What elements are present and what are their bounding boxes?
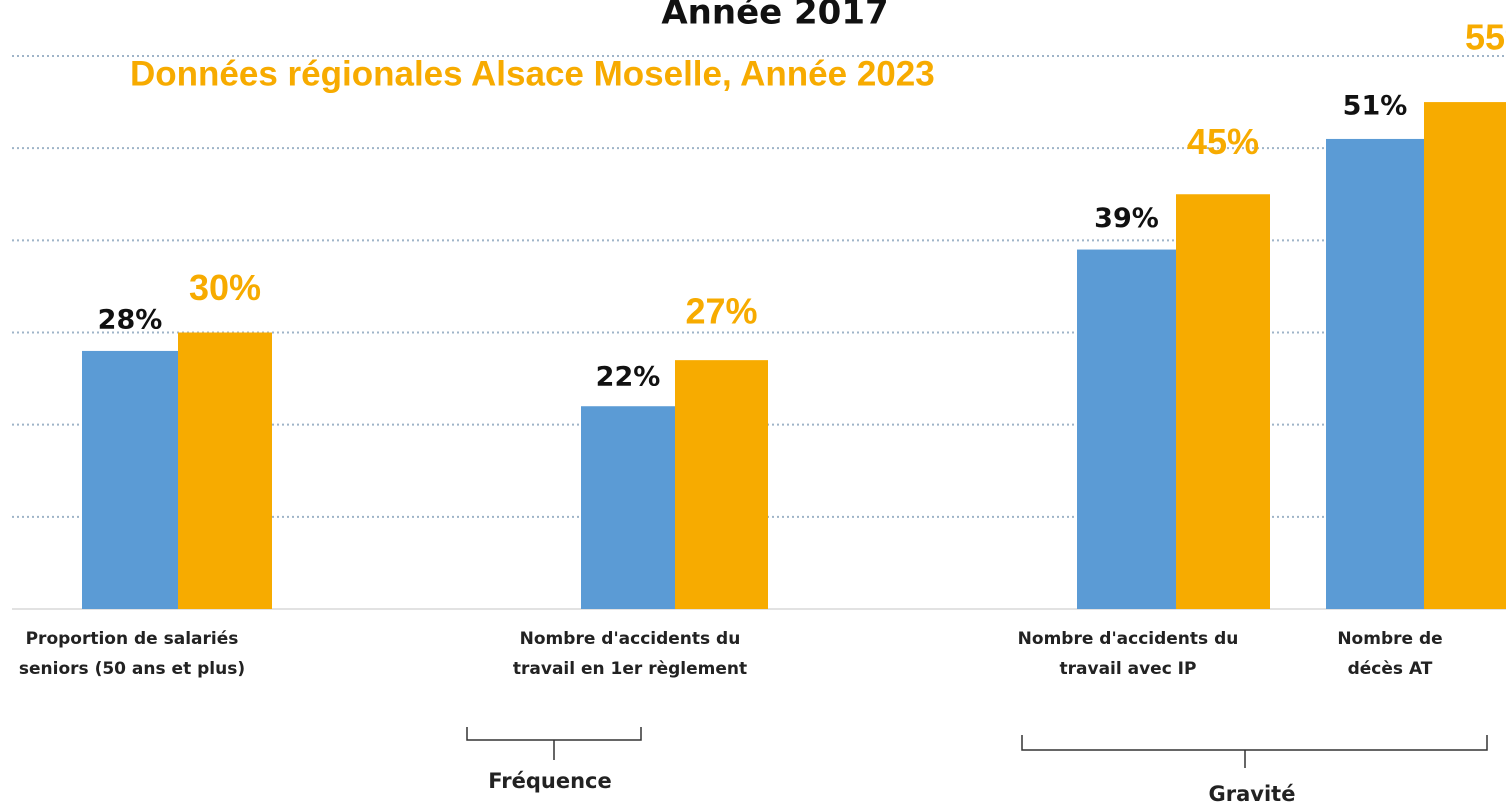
bar (1077, 249, 1176, 610)
annotation: Fréquence (488, 769, 611, 793)
x-tick-label: Proportion de salariés seniors (50 ans e… (18, 629, 246, 679)
chart-title: Année 2017 (661, 0, 888, 33)
x-tick-label: Nombre de décès AT (1337, 629, 1443, 679)
x-tick-label: Nombre d'accidents du travail en 1er règ… (512, 629, 748, 679)
chart-subtitle: Données régionales Alsace Moselle, Année… (130, 54, 935, 93)
bracket (466, 727, 642, 760)
bar (1326, 138, 1424, 609)
bracket (1021, 735, 1488, 768)
bar (178, 332, 272, 609)
data-label: 55% (1465, 17, 1506, 58)
bar (82, 350, 178, 609)
bar (675, 360, 768, 609)
bar (581, 406, 675, 609)
annotation: Gravité (1209, 782, 1296, 805)
data-label: 51% (1343, 90, 1408, 121)
data-label: 28% (98, 304, 163, 335)
bar (1176, 194, 1270, 609)
x-tick-label: Nombre d'accidents du travail avec IP (1017, 629, 1239, 679)
data-label: 22% (596, 362, 661, 393)
data-label: 45% (1187, 121, 1259, 162)
data-label: 39% (1094, 203, 1159, 234)
data-label: 27% (685, 291, 757, 332)
bar (1424, 102, 1506, 609)
data-label: 30% (189, 267, 261, 308)
